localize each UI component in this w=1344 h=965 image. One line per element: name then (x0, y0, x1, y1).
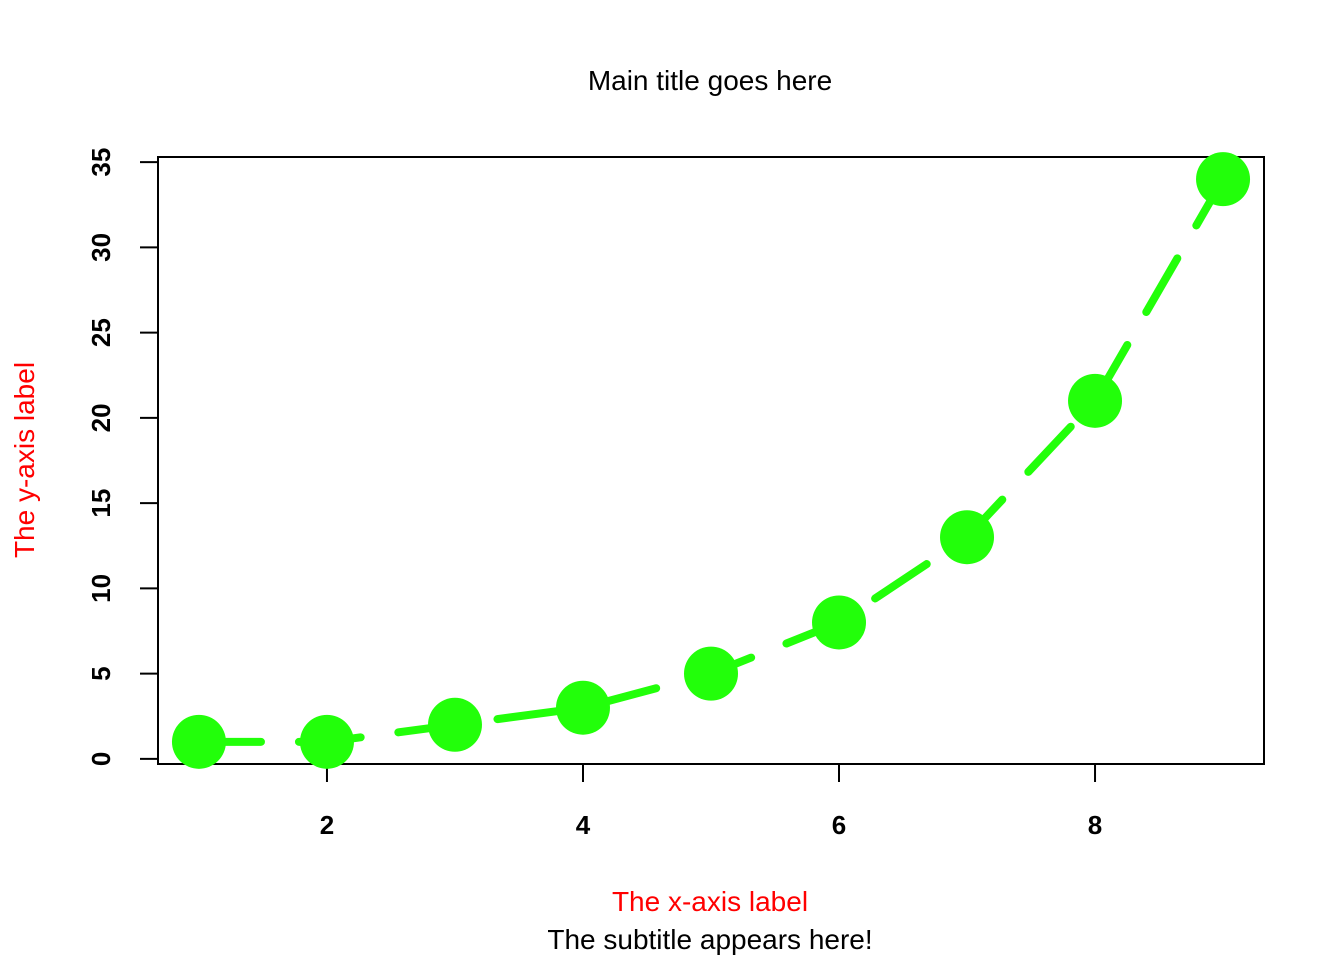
data-point (427, 697, 482, 752)
y-tick-label: 10 (86, 574, 116, 603)
y-tick-label: 5 (86, 666, 116, 680)
chart-title: Main title goes here (588, 65, 832, 96)
y-axis: 0 5 10 15 20 25 30 35 (86, 148, 158, 766)
data-point (812, 595, 867, 650)
y-tick-label: 0 (86, 752, 116, 766)
y-axis-label: The y-axis label (9, 362, 40, 558)
x-tick-label: 6 (832, 810, 846, 840)
y-tick-label: 20 (86, 403, 116, 432)
x-tick-label: 4 (576, 810, 591, 840)
x-axis-label: The x-axis label (612, 886, 808, 917)
data-point (1196, 152, 1251, 207)
data-point (171, 714, 226, 769)
y-tick-label: 35 (86, 148, 116, 177)
data-point (684, 646, 738, 701)
chart-subtitle: The subtitle appears here! (547, 924, 872, 955)
x-tick-label: 8 (1088, 810, 1102, 840)
y-tick-label: 15 (86, 489, 116, 518)
data-point (555, 680, 610, 735)
y-tick-label: 25 (86, 318, 116, 347)
x-axis: 2 4 6 8 (320, 764, 1102, 840)
x-tick-label: 2 (320, 810, 334, 840)
series-points (171, 152, 1251, 769)
data-point (299, 714, 354, 769)
y-tick-label: 30 (86, 233, 116, 262)
data-point (1068, 373, 1123, 428)
data-point (940, 510, 995, 565)
plot-box (157, 156, 1265, 765)
